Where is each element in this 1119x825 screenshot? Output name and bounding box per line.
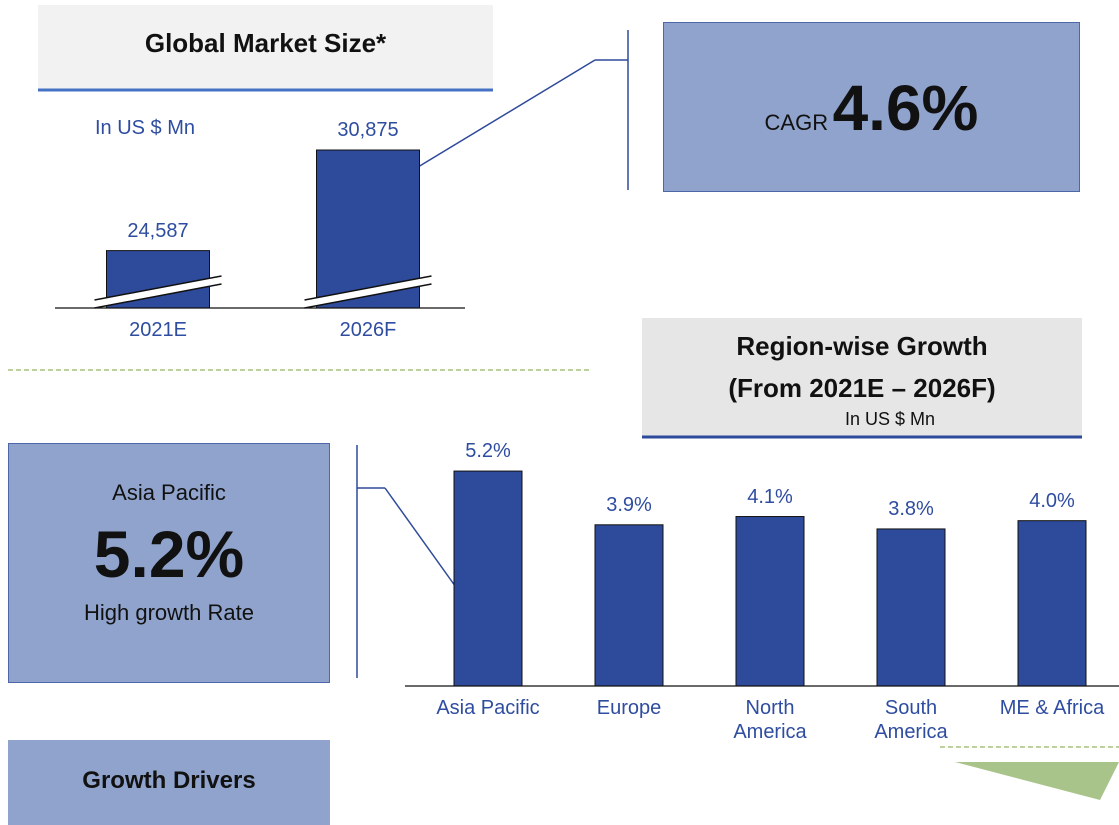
bar: [1017, 520, 1087, 687]
axis-break: [94, 275, 222, 301]
unit-label: In US $ Mn: [844, 409, 936, 429]
growth-drivers: Growth Drivers: [8, 740, 330, 825]
bar: [453, 470, 523, 687]
axis-break: [94, 276, 222, 308]
axis-break: [304, 276, 432, 308]
value-label: 30,875: [337, 119, 399, 141]
highlight-caption: High growth Rate: [84, 600, 254, 625]
axis-break: [94, 283, 222, 309]
value-label: 5.2%: [465, 440, 511, 463]
highlight-region: Asia Pacific: [112, 480, 226, 505]
callout-line: [384, 487, 459, 591]
bar: [594, 524, 664, 687]
x-tick-label: 2021E: [129, 319, 187, 341]
x-tick-label: 2026F: [339, 319, 397, 341]
highlight-box: Asia Pacific 5.2% High growth Rate: [8, 443, 330, 683]
value-label: 24,587: [127, 219, 189, 242]
x-tick-label: Asia Pacific: [436, 697, 540, 719]
chart-title: Region-wise Growth (From 2021E – 2026F): [642, 325, 1082, 409]
value-label: 3.8%: [888, 497, 934, 520]
value-label: 4.0%: [1029, 489, 1075, 512]
x-tick-label: South America: [874, 697, 948, 743]
chart-title: Global Market Size*: [144, 28, 387, 58]
cagr-box: CAGR 4.6%: [663, 22, 1080, 192]
x-tick-label: ME & Africa: [999, 697, 1105, 719]
subtitle-line: (From 2021E – 2026F): [728, 373, 996, 403]
arrow-shape: [955, 762, 1119, 800]
axis-break: [304, 275, 432, 301]
unit-label: In US $ Mn: [94, 117, 196, 139]
highlight-value: 5.2%: [93, 517, 245, 591]
value-label: 3.9%: [606, 493, 652, 516]
x-tick-label: North America: [733, 697, 807, 743]
bar: [735, 516, 805, 687]
axis-break: [304, 283, 432, 309]
title-box: [38, 5, 493, 90]
title-line: Region-wise Growth: [736, 331, 988, 361]
bar: [876, 528, 946, 687]
cagr-label: CAGR: [764, 110, 829, 135]
title-box: [642, 318, 1082, 436]
cagr-value: 4.6%: [832, 72, 979, 144]
x-tick-label: Europe: [596, 697, 662, 719]
value-label: 4.1%: [747, 485, 793, 508]
